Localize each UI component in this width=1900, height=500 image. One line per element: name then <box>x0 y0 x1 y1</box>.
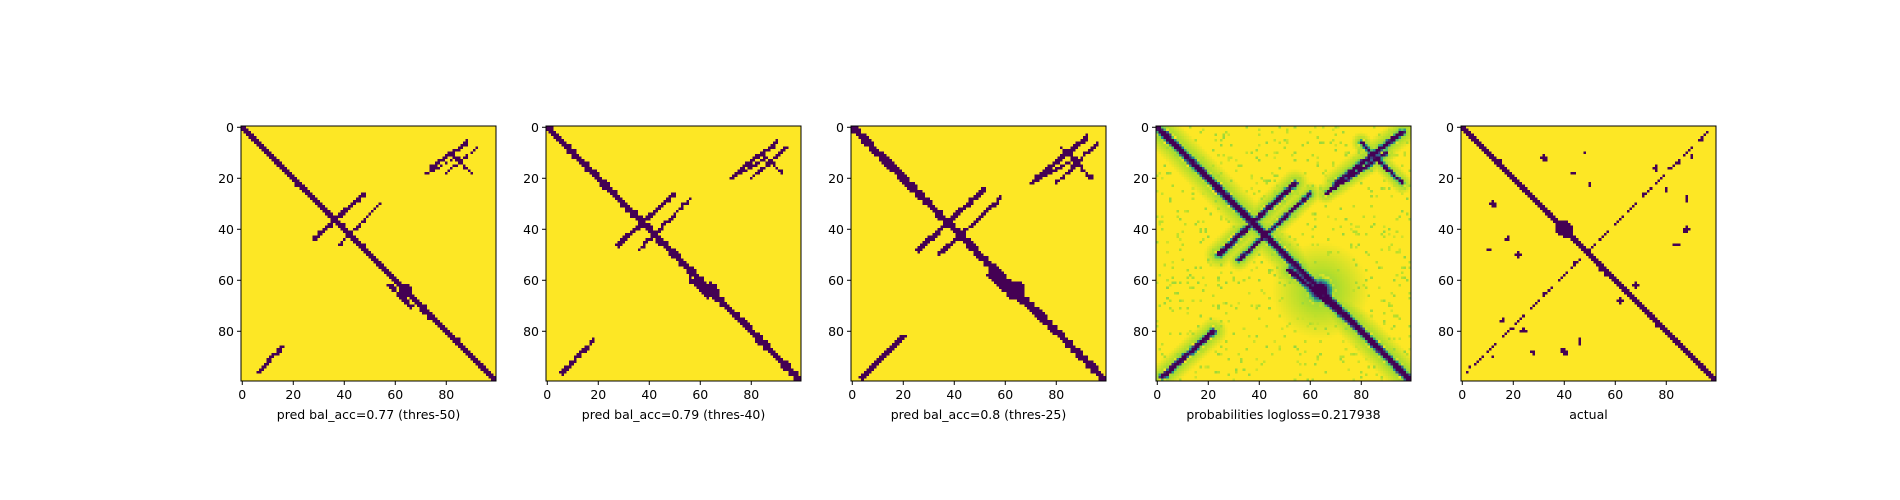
x-tick-label: 60 <box>387 387 403 402</box>
y-tick-label: 40 <box>1133 222 1149 237</box>
x-tick-label: 20 <box>1505 387 1521 402</box>
x-tick-label: 40 <box>336 387 352 402</box>
axes-frame <box>1155 125 1412 382</box>
y-tick-label: 0 <box>1446 120 1454 135</box>
x-tick-label: 40 <box>1556 387 1572 402</box>
axes-frame <box>1460 125 1717 382</box>
y-tick-label: 60 <box>828 273 844 288</box>
x-tick-label: 0 <box>1458 387 1466 402</box>
y-tick-label: 40 <box>828 222 844 237</box>
y-tick-label: 80 <box>828 324 844 339</box>
x-tick-label: 80 <box>743 387 759 402</box>
y-tick-label: 40 <box>523 222 539 237</box>
y-tick-label: 40 <box>218 222 234 237</box>
x-tick-label: 0 <box>543 387 551 402</box>
x-tick-label: 0 <box>238 387 246 402</box>
x-tick-label: 80 <box>1658 387 1674 402</box>
y-tick-label: 0 <box>1141 120 1149 135</box>
axes-frame <box>545 125 802 382</box>
y-tick-label: 20 <box>1438 171 1454 186</box>
x-tick-label: 0 <box>1153 387 1161 402</box>
x-tick-label: 20 <box>590 387 606 402</box>
y-tick-label: 20 <box>218 171 234 186</box>
x-tick-label: 0 <box>848 387 856 402</box>
x-axis-label: probabilities logloss=0.217938 <box>1186 407 1380 422</box>
y-tick-label: 80 <box>1133 324 1149 339</box>
heatmap-panel-2: 0 20 40 60 80 0 20 40 60 80 pred bal_acc=0.79 (thr… <box>523 120 802 422</box>
x-axis-label: pred bal_acc=0.79 (thres-40) <box>582 407 765 422</box>
y-tick-label: 20 <box>1133 171 1149 186</box>
heatmap-panel-1: 0 20 40 60 80 0 20 40 60 80 pred bal_acc=0.77 (thr… <box>218 120 497 422</box>
y-tick-label: 40 <box>1438 222 1454 237</box>
x-axis-label: pred bal_acc=0.8 (thres-25) <box>891 407 1067 422</box>
heatmap-image <box>546 126 801 381</box>
y-tick-label: 0 <box>836 120 844 135</box>
x-tick-label: 20 <box>1200 387 1216 402</box>
heatmap-image <box>241 126 496 381</box>
x-axis-label: pred bal_acc=0.77 (thres-50) <box>277 407 460 422</box>
x-tick-label: 60 <box>1607 387 1623 402</box>
y-tick-label: 80 <box>523 324 539 339</box>
y-tick-label: 80 <box>1438 324 1454 339</box>
x-tick-label: 80 <box>1353 387 1369 402</box>
y-tick-label: 60 <box>523 273 539 288</box>
heatmap-panel-3: 0 20 40 60 80 0 20 40 60 80 pred bal_acc=0.8 (thre… <box>828 120 1107 422</box>
heatmap-panel-5: 0 20 40 60 80 0 20 40 60 80 actual <box>1438 120 1717 422</box>
y-tick-label: 80 <box>218 324 234 339</box>
x-tick-label: 80 <box>438 387 454 402</box>
y-tick-label: 60 <box>1438 273 1454 288</box>
heatmap-image <box>1156 126 1411 381</box>
axes-frame <box>240 125 497 382</box>
x-tick-label: 80 <box>1048 387 1064 402</box>
x-tick-label: 40 <box>946 387 962 402</box>
x-tick-label: 60 <box>997 387 1013 402</box>
y-tick-label: 60 <box>1133 273 1149 288</box>
y-tick-label: 20 <box>523 171 539 186</box>
x-tick-label: 20 <box>285 387 301 402</box>
axes-frame <box>850 125 1107 382</box>
x-tick-label: 40 <box>1251 387 1267 402</box>
heatmap-panel-4: 0 20 40 60 80 0 20 40 60 80 probabilities logloss=… <box>1133 120 1412 422</box>
x-tick-label: 20 <box>895 387 911 402</box>
y-tick-label: 0 <box>531 120 539 135</box>
x-axis-label: actual <box>1569 407 1608 422</box>
y-tick-label: 20 <box>828 171 844 186</box>
y-tick-label: 0 <box>226 120 234 135</box>
heatmap-image <box>851 126 1106 381</box>
x-tick-label: 60 <box>692 387 708 402</box>
x-tick-label: 40 <box>641 387 657 402</box>
y-tick-label: 60 <box>218 273 234 288</box>
heatmap-image <box>1461 126 1716 381</box>
x-tick-label: 60 <box>1302 387 1318 402</box>
